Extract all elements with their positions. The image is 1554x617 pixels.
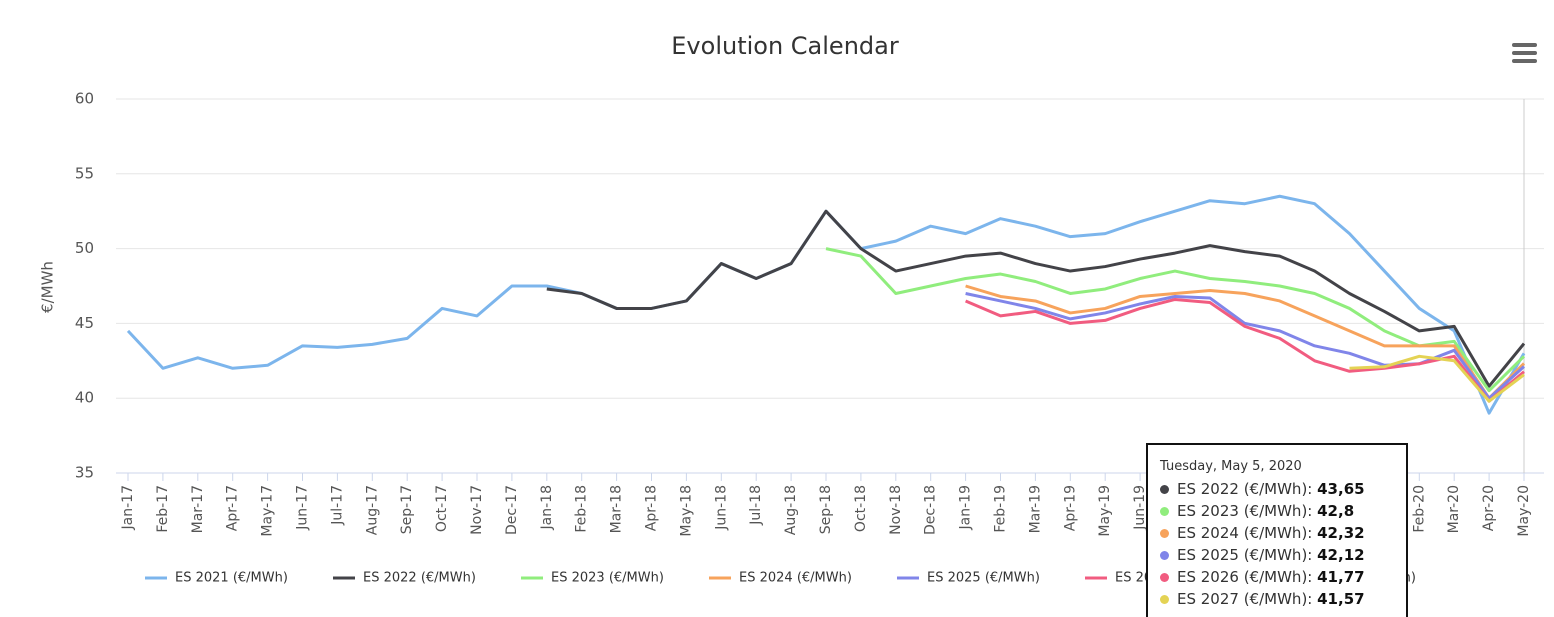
tooltip-dot (1160, 551, 1169, 560)
x-tick-label: Dec-18 (923, 485, 939, 535)
x-tick-label: Mar-18 (609, 485, 625, 533)
x-tick-label: Jul-17 (329, 485, 345, 526)
x-tick-label: Oct-18 (853, 485, 869, 532)
x-tick-label: Mar-17 (190, 485, 206, 533)
x-tick-label: Nov-18 (888, 485, 904, 535)
tooltip: Tuesday, May 5, 2020 ES 2022 (€/MWh): 43… (1146, 443, 1408, 617)
series-line (825, 247, 1526, 393)
menu-bar[interactable] (1512, 59, 1537, 63)
x-tick-label: May-19 (1097, 485, 1113, 537)
tooltip-name: ES 2027 (€/MWh) (1177, 590, 1308, 608)
chart-title: Evolution Calendar (671, 32, 899, 60)
x-tick-label: Mar-19 (1027, 485, 1043, 533)
tooltip-name: ES 2024 (€/MWh) (1177, 524, 1308, 542)
y-tick-label: 55 (75, 164, 94, 182)
legend-label: ES 2022 (€/MWh) (363, 571, 476, 586)
tooltip-row: ES 2024 (€/MWh): 42,32 (1160, 522, 1406, 544)
menu-bar[interactable] (1512, 43, 1537, 47)
tooltip-name: ES 2023 (€/MWh) (1177, 502, 1308, 520)
y-tick-label: 60 (75, 90, 94, 108)
legend-label: ES 2024 (€/MWh) (739, 571, 852, 586)
x-tick-label: May-18 (678, 485, 694, 537)
x-tick-label: Jan-17 (120, 485, 136, 530)
tooltip-value: 41,77 (1317, 568, 1365, 586)
y-tick-label: 35 (75, 464, 94, 482)
x-tick-label: Feb-19 (993, 485, 1009, 533)
y-tick-label: 50 (75, 239, 94, 257)
x-tick-label: Nov-17 (469, 485, 485, 535)
tooltip-name: ES 2025 (€/MWh) (1177, 546, 1308, 564)
x-tick-label: May-17 (260, 485, 276, 537)
series-line (546, 209, 1526, 388)
tooltip-name: ES 2022 (€/MWh) (1177, 480, 1308, 498)
tooltip-date: Tuesday, May 5, 2020 (1160, 459, 1302, 474)
y-axis-label: €/MWh (39, 261, 57, 313)
y-tick-label: 45 (75, 314, 94, 332)
tooltip-value: 41,57 (1317, 590, 1365, 608)
x-tick-label: Jun-19 (1132, 485, 1148, 531)
y-tick-label: 40 (75, 389, 94, 407)
x-tick-label: Sep-17 (399, 485, 415, 534)
x-tick-label: Feb-18 (574, 485, 590, 533)
legend-label: ES 2021 (€/MWh) (175, 571, 288, 586)
x-tick-label: Aug-18 (783, 485, 799, 535)
tooltip-row: ES 2023 (€/MWh): 42,8 (1160, 500, 1406, 522)
tooltip-row: ES 2025 (€/MWh): 42,12 (1160, 544, 1406, 566)
x-tick-label: May-20 (1516, 485, 1532, 537)
grid (116, 98, 1544, 474)
menu-button[interactable] (1512, 43, 1537, 63)
tooltip-dot (1160, 485, 1169, 494)
x-tick-label: Dec-17 (504, 485, 520, 535)
x-tick-label: Aug-17 (364, 485, 380, 535)
tooltip-dot (1160, 529, 1169, 538)
tooltip-value: 42,12 (1317, 546, 1365, 564)
x-tick-label: Feb-17 (155, 485, 171, 533)
x-tick-label: Jun-17 (295, 485, 311, 531)
x-tick-label: Apr-18 (644, 485, 660, 531)
tooltip-row: ES 2026 (€/MWh): 41,77 (1160, 566, 1406, 588)
menu-bar[interactable] (1512, 51, 1537, 55)
x-tick-label: Jan-19 (958, 485, 974, 530)
tooltip-value: 42,8 (1317, 502, 1355, 520)
series-line (126, 194, 1526, 415)
series-line (965, 284, 1526, 400)
series-line (1349, 354, 1525, 403)
x-tick-label: Apr-17 (225, 485, 241, 531)
tooltip-dot (1160, 573, 1169, 582)
tooltip-dot (1160, 595, 1169, 604)
x-tick-label: Mar-20 (1446, 485, 1462, 533)
tooltip-name: ES 2026 (€/MWh) (1177, 568, 1308, 586)
x-tick-label: Feb-20 (1411, 485, 1427, 533)
tooltip-row: ES 2027 (€/MWh): 41,57 (1160, 588, 1406, 610)
tooltip-row: ES 2022 (€/MWh): 43,65 (1160, 478, 1406, 500)
tooltip-value: 43,65 (1317, 480, 1365, 498)
tooltip-value: 42,32 (1317, 524, 1365, 542)
x-tick-label: Apr-19 (1062, 485, 1078, 531)
tooltip-dot (1160, 507, 1169, 516)
x-tick-label: Jan-18 (539, 485, 555, 530)
series-line (965, 297, 1525, 403)
legend-label: ES 2025 (€/MWh) (927, 571, 1040, 586)
x-tick-label: Oct-17 (434, 485, 450, 532)
x-tick-label: Apr-20 (1481, 485, 1497, 531)
x-tick-label: Jul-18 (748, 485, 764, 526)
legend-label: ES 2023 (€/MWh) (551, 571, 664, 586)
x-tick-label: Jun-18 (713, 485, 729, 531)
x-tick-label: Sep-18 (818, 485, 834, 534)
